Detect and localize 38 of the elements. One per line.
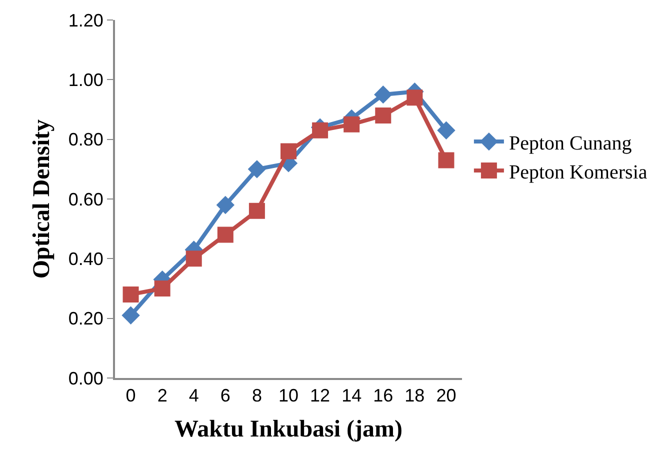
x-tick-label: 10 bbox=[278, 386, 299, 406]
y-tick-label: 1.20 bbox=[68, 10, 104, 30]
point bbox=[280, 143, 296, 160]
y-tick-label: 0.00 bbox=[68, 368, 104, 388]
y-tick-label: 1.00 bbox=[68, 70, 104, 90]
x-axis-title: Waktu Inkubasi (jam) bbox=[174, 416, 403, 442]
point bbox=[248, 160, 266, 178]
point bbox=[186, 250, 202, 267]
y-tick-label: 0.20 bbox=[68, 308, 104, 329]
x-tick-label: 2 bbox=[157, 386, 168, 406]
legend-label: Pepton Komersia bbox=[508, 161, 648, 184]
point bbox=[375, 107, 392, 124]
y-axis-title: Optical Density bbox=[28, 119, 55, 279]
x-tick-label: 6 bbox=[220, 386, 230, 406]
x-tick-label: 8 bbox=[252, 386, 262, 406]
point bbox=[406, 90, 423, 106]
x-tick-label: 20 bbox=[436, 386, 456, 406]
x-tick-label: 16 bbox=[373, 386, 394, 406]
point bbox=[438, 152, 454, 168]
x-tick-label: 12 bbox=[310, 386, 330, 406]
point bbox=[344, 116, 360, 132]
y-tick-label: 0.80 bbox=[68, 130, 104, 150]
point bbox=[216, 196, 235, 214]
legend-label: Pepton Cunang bbox=[508, 132, 632, 154]
point bbox=[154, 280, 170, 296]
point bbox=[437, 121, 456, 140]
x-tick-label: 14 bbox=[342, 386, 362, 406]
point bbox=[217, 226, 234, 243]
point bbox=[122, 286, 139, 302]
point bbox=[248, 202, 265, 219]
point bbox=[312, 122, 328, 138]
x-tick-label: 4 bbox=[188, 386, 199, 406]
point bbox=[374, 85, 392, 104]
x-tick-label: 18 bbox=[404, 386, 425, 406]
x-tick-label: 0 bbox=[126, 386, 136, 406]
y-tick-label: 0.40 bbox=[68, 248, 104, 269]
point bbox=[122, 306, 140, 324]
y-tick-label: 0.60 bbox=[68, 189, 104, 210]
